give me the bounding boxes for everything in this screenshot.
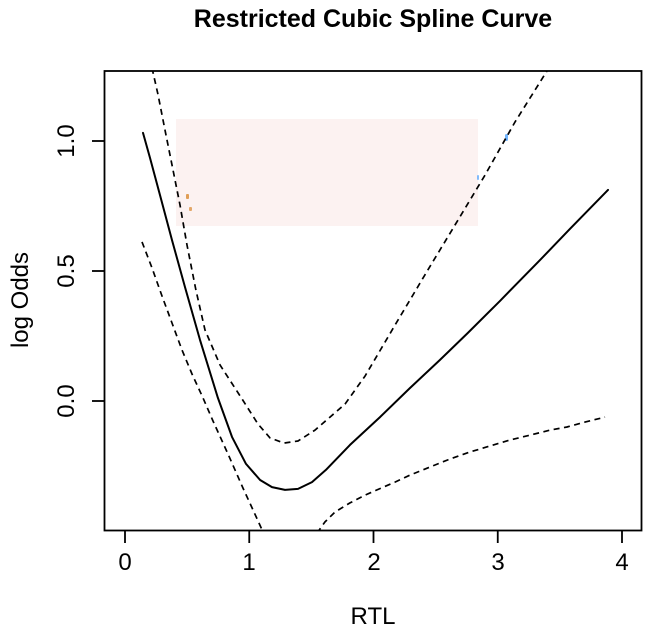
y-tick-label-1.0: 1.0 — [53, 124, 80, 158]
pink-artifact-patch — [176, 119, 478, 226]
y-tick-label-0.0: 0.0 — [53, 384, 80, 418]
lower-confidence-band-left-curve — [141, 241, 264, 531]
y-tick-label-0.5: 0.5 — [53, 254, 80, 288]
blue-speck — [477, 175, 479, 180]
x-tick-label-1: 1 — [242, 549, 256, 576]
chart-title: Restricted Cubic Spline Curve — [193, 5, 553, 33]
orange-speck — [186, 194, 189, 199]
upper-confidence-band-curve — [151, 71, 548, 444]
x-tick-label-0: 0 — [118, 549, 132, 576]
x-axis-title: RTL — [350, 603, 396, 630]
x-tick-label-4: 4 — [615, 549, 629, 576]
x-tick-label-2: 2 — [367, 549, 381, 576]
x-tick-label-3: 3 — [491, 549, 505, 576]
spline-estimate-curve — [142, 131, 609, 491]
axis-ticks — [92, 140, 623, 543]
lower-confidence-band-right-curve — [317, 416, 606, 531]
orange-speck — [189, 207, 192, 211]
jpeg-artifacts — [176, 119, 508, 226]
curves-group — [141, 71, 609, 531]
y-axis-title: log Odds — [7, 251, 34, 349]
